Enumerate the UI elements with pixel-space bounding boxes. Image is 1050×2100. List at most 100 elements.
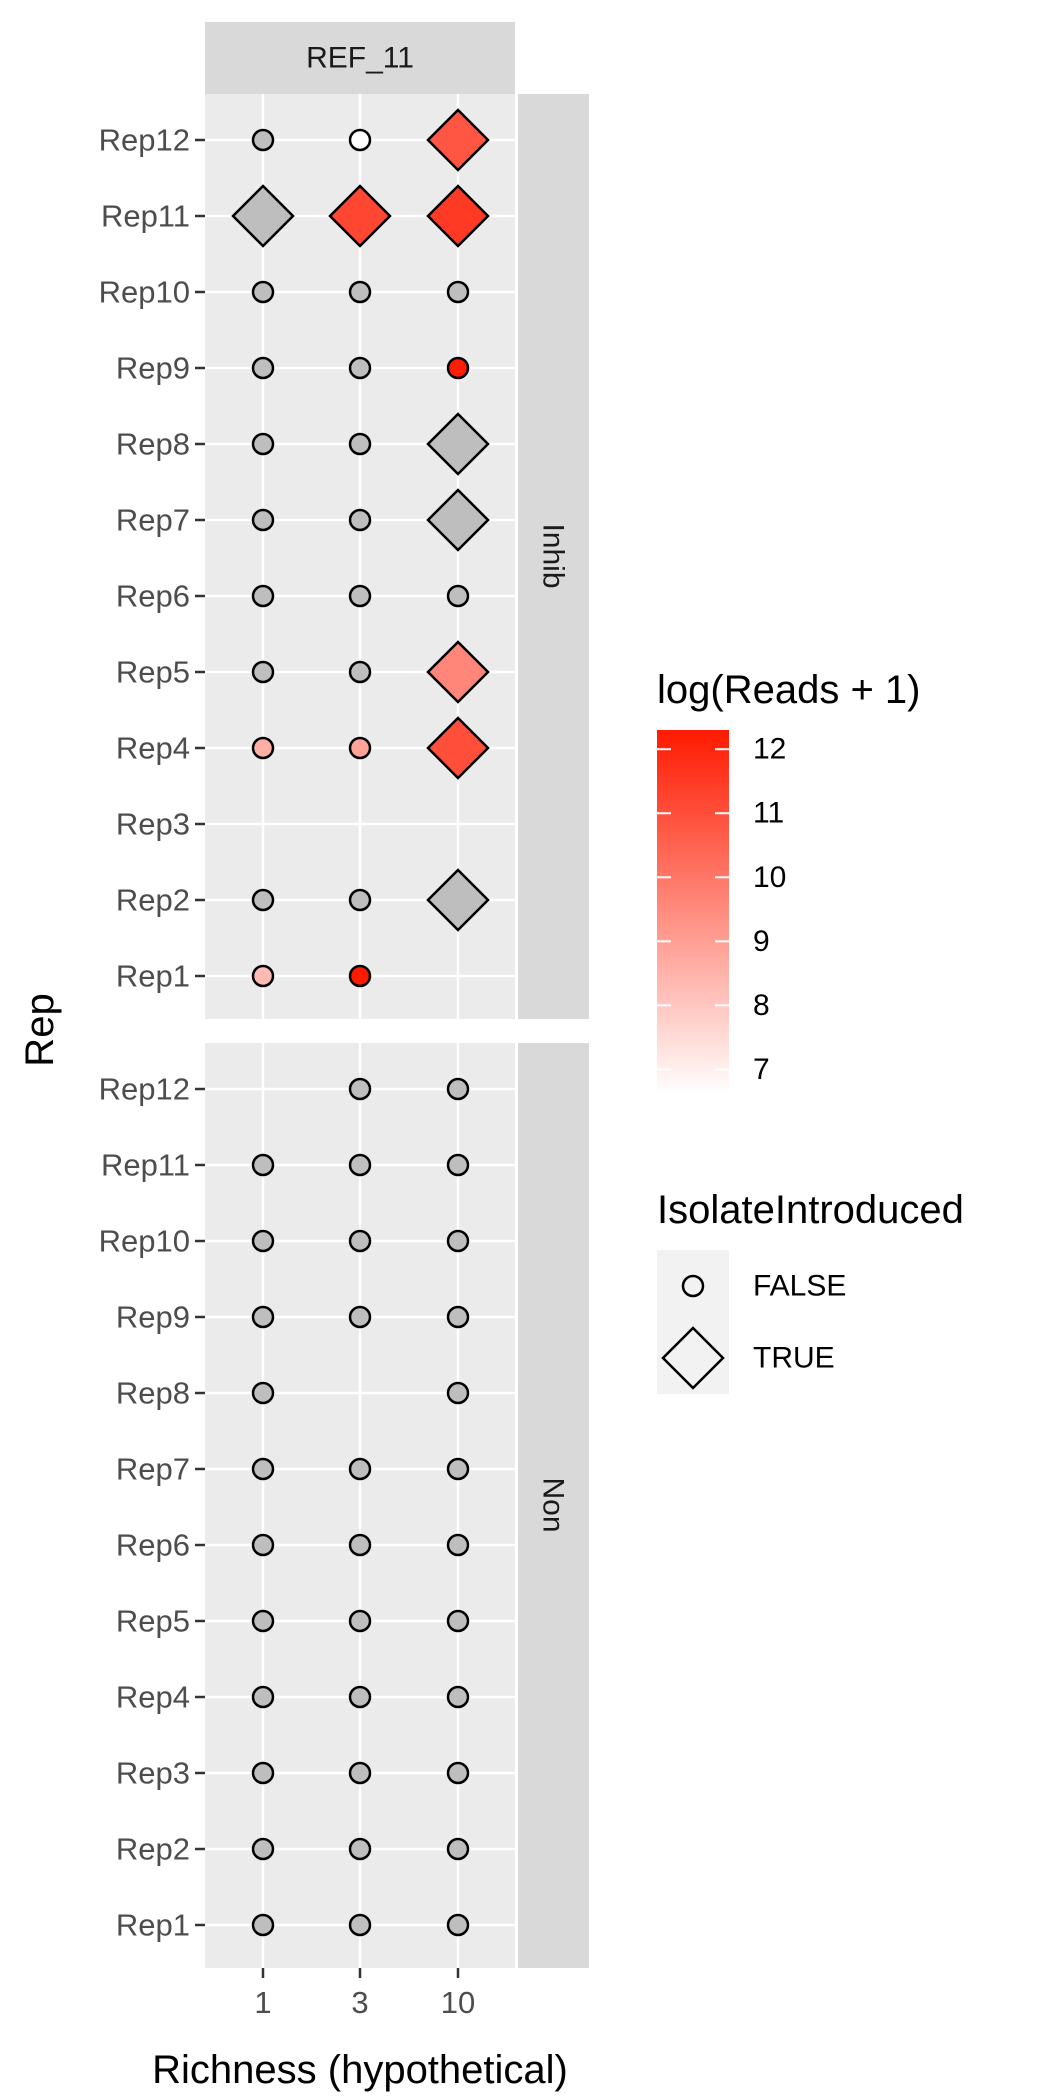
point-circle <box>348 1609 372 1633</box>
x-tick-label-10: 10 <box>441 1985 475 2020</box>
point-circle <box>251 584 275 608</box>
point-diamond <box>426 412 490 476</box>
point-circle <box>446 1305 470 1329</box>
point-circle <box>348 1837 372 1861</box>
y-tick-label-Inhib-Rep1: Rep1 <box>116 959 190 994</box>
point-circle <box>251 964 275 988</box>
point-circle <box>251 280 275 304</box>
y-tick-label-Inhib-Rep12: Rep12 <box>99 123 190 158</box>
colorbar-tick-label-12: 12 <box>753 733 786 766</box>
point-circle <box>348 1761 372 1785</box>
axis-ticks: Rep1 Rep2 Rep3 Rep4 Rep5 Rep6 Rep7 Rep8 Rep9 Rep1… <box>99 123 476 2021</box>
shape-legend-key-bg <box>657 1322 729 1394</box>
point-circle <box>348 356 372 380</box>
point-circle <box>348 888 372 912</box>
point-circle <box>348 660 372 684</box>
shape-legend-title: IsolateIntroduced <box>657 1188 964 1232</box>
point-circle <box>251 432 275 456</box>
point-circle <box>251 1913 275 1937</box>
y-tick-label-Non-Rep2: Rep2 <box>116 1832 190 1867</box>
x-tick-label-3: 3 <box>351 1985 368 2020</box>
point-circle <box>348 1077 372 1101</box>
point-circle <box>251 1381 275 1405</box>
y-tick-label-Inhib-Rep5: Rep5 <box>116 655 190 690</box>
point-circle <box>251 356 275 380</box>
point-circle <box>348 128 372 152</box>
point-circle <box>348 1305 372 1329</box>
y-tick-label-Inhib-Rep11: Rep11 <box>101 199 190 234</box>
colorbar-tick-label-11: 11 <box>753 797 784 830</box>
y-tick-label-Non-Rep6: Rep6 <box>116 1528 190 1563</box>
point-circle <box>251 660 275 684</box>
point-diamond <box>426 184 490 248</box>
y-tick-label-Non-Rep8: Rep8 <box>116 1376 190 1411</box>
point-circle <box>251 508 275 532</box>
y-tick-label-Inhib-Rep2: Rep2 <box>116 883 190 918</box>
data-points <box>231 108 490 1937</box>
point-circle <box>446 584 470 608</box>
point-circle <box>251 1153 275 1177</box>
shape-legend-label-false: FALSE <box>753 1270 846 1303</box>
point-circle <box>251 736 275 760</box>
row-strip-inhib <box>518 94 589 1019</box>
y-tick-label-Inhib-Rep10: Rep10 <box>99 275 190 310</box>
point-circle <box>348 964 372 988</box>
point-diamond <box>328 184 392 248</box>
point-circle <box>348 1913 372 1937</box>
y-tick-label-Non-Rep7: Rep7 <box>116 1452 190 1487</box>
point-circle <box>446 1913 470 1937</box>
color-legend-bar <box>657 730 729 1095</box>
y-tick-label-Non-Rep12: Rep12 <box>99 1072 190 1107</box>
row-strip-label-inhib: Inhib <box>537 523 570 588</box>
point-circle <box>251 1685 275 1709</box>
point-circle <box>251 888 275 912</box>
y-tick-label-Inhib-Rep4: Rep4 <box>116 731 190 766</box>
point-circle <box>348 1457 372 1481</box>
y-tick-label-Non-Rep4: Rep4 <box>116 1680 190 1715</box>
point-circle <box>348 280 372 304</box>
colorbar-tick-label-8: 8 <box>753 989 770 1022</box>
point-circle <box>348 1153 372 1177</box>
point-circle <box>251 128 275 152</box>
row-strip-non <box>518 1043 589 1968</box>
point-circle <box>251 1305 275 1329</box>
y-tick-label-Inhib-Rep6: Rep6 <box>116 579 190 614</box>
point-circle <box>446 1457 470 1481</box>
point-circle <box>348 584 372 608</box>
shape-legend: FALSE TRUE <box>657 1250 846 1394</box>
y-tick-label-Inhib-Rep7: Rep7 <box>116 503 190 538</box>
x-axis-title: Richness (hypothetical) <box>152 2048 568 2092</box>
point-circle <box>446 1533 470 1557</box>
point-circle <box>348 1229 372 1253</box>
shape-legend-label-true: TRUE <box>753 1342 835 1375</box>
point-circle <box>446 1685 470 1709</box>
column-strip-label: REF_11 <box>306 42 414 75</box>
point-circle <box>446 1761 470 1785</box>
shape-legend-circle <box>681 1274 705 1298</box>
color-legend-title: log(Reads + 1) <box>657 668 920 712</box>
point-circle <box>446 356 470 380</box>
point-diamond <box>231 184 295 248</box>
point-circle <box>348 508 372 532</box>
point-circle <box>348 736 372 760</box>
point-circle <box>348 1685 372 1709</box>
point-diamond <box>426 868 490 932</box>
y-tick-label-Inhib-Rep3: Rep3 <box>116 807 190 842</box>
point-circle <box>446 1609 470 1633</box>
point-circle <box>446 1837 470 1861</box>
point-diamond <box>426 716 490 780</box>
y-tick-label-Non-Rep11: Rep11 <box>101 1148 190 1183</box>
point-circle <box>251 1609 275 1633</box>
point-diamond <box>426 488 490 552</box>
colorbar-tick-label-9: 9 <box>753 925 770 958</box>
x-tick-label-1: 1 <box>254 1985 271 2020</box>
point-circle <box>348 432 372 456</box>
shape-legend-diamond <box>661 1326 725 1390</box>
column-strip <box>205 22 515 94</box>
point-circle <box>251 1533 275 1557</box>
y-tick-label-Inhib-Rep9: Rep9 <box>116 351 190 386</box>
point-circle <box>251 1457 275 1481</box>
point-circle <box>446 1077 470 1101</box>
y-tick-label-Inhib-Rep8: Rep8 <box>116 427 190 462</box>
